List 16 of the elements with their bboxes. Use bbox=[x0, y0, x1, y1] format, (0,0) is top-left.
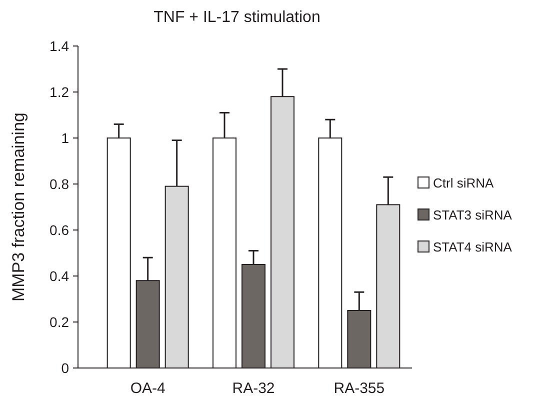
chart-title: TNF + IL-17 stimulation bbox=[154, 9, 320, 26]
y-tick-label: 0.6 bbox=[50, 222, 70, 238]
x-tick-label: RA-355 bbox=[334, 380, 385, 397]
y-tick-label: 1 bbox=[61, 130, 70, 146]
legend-label: Ctrl siRNA bbox=[433, 176, 494, 191]
y-tick-label: 0 bbox=[61, 360, 70, 376]
y-axis-title: MMP3 fraction remaining bbox=[9, 112, 28, 302]
y-tick-label: 0.8 bbox=[50, 176, 70, 192]
y-tick-label: 0.4 bbox=[50, 268, 70, 284]
legend-label: STAT3 siRNA bbox=[433, 208, 512, 223]
x-tick-label: RA-32 bbox=[232, 380, 275, 397]
y-tick-label: 1.2 bbox=[50, 84, 70, 100]
y-tick-label: 0.2 bbox=[50, 314, 70, 330]
y-tick-label: 1.4 bbox=[50, 38, 70, 54]
legend-label: STAT4 siRNA bbox=[433, 240, 512, 255]
x-tick-label: OA-4 bbox=[130, 380, 166, 397]
